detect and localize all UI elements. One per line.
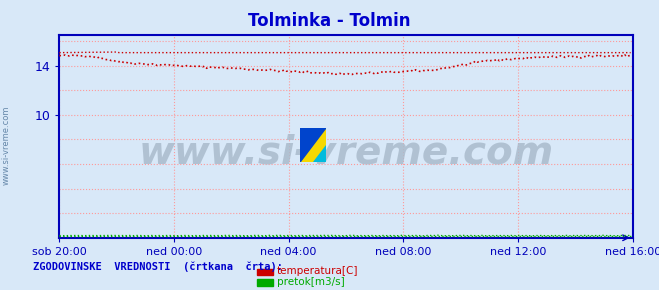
Text: ZGODOVINSKE  VREDNOSTI  (črtkana  črta):: ZGODOVINSKE VREDNOSTI (črtkana črta): [33, 261, 283, 271]
Text: www.si-vreme.com: www.si-vreme.com [2, 105, 11, 185]
Polygon shape [300, 128, 326, 162]
Text: temperatura[C]: temperatura[C] [277, 266, 358, 276]
Text: Tolminka - Tolmin: Tolminka - Tolmin [248, 12, 411, 30]
Text: pretok[m3/s]: pretok[m3/s] [277, 277, 345, 287]
Text: www.si-vreme.com: www.si-vreme.com [138, 133, 554, 172]
Polygon shape [313, 145, 326, 162]
